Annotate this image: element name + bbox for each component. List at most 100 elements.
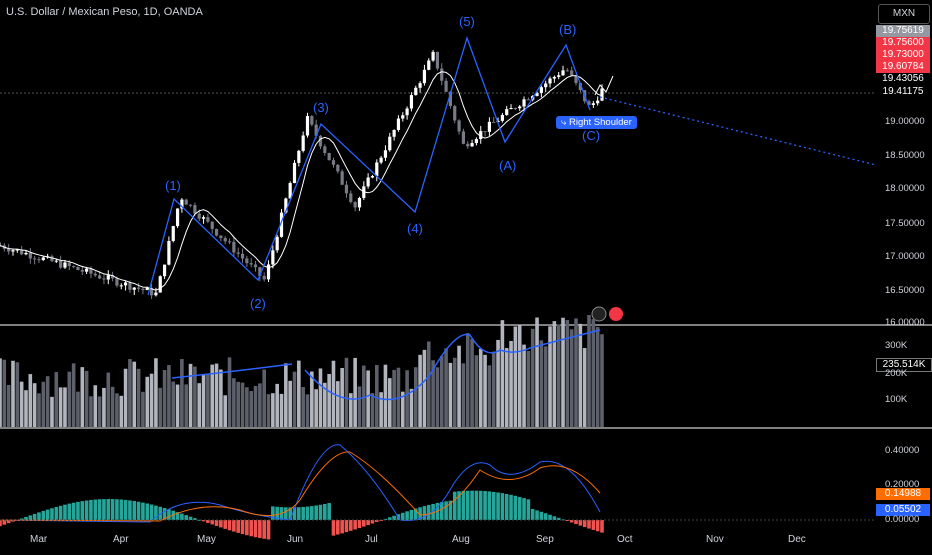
macd-histogram-bar xyxy=(223,520,228,529)
candle-body xyxy=(414,87,418,96)
volume-tick-label: 200K xyxy=(885,368,908,379)
volume-bar xyxy=(496,339,500,427)
macd-histogram-bar xyxy=(227,520,232,531)
volume-bar xyxy=(227,357,232,427)
macd-histogram-bar xyxy=(93,499,98,520)
macd-histogram-bar xyxy=(331,520,336,536)
candle-body xyxy=(396,118,401,130)
volume-bar xyxy=(526,351,531,427)
volume-bar xyxy=(366,370,370,427)
candle-body xyxy=(526,99,530,101)
macd-tick-label: 0.40000 xyxy=(885,445,920,456)
month-label: Jun xyxy=(287,534,304,545)
candle-body xyxy=(440,68,444,81)
macd-histogram-bar xyxy=(249,520,253,537)
macd-histogram-bar xyxy=(582,520,587,528)
projection-line xyxy=(599,96,877,166)
candle-body xyxy=(266,264,271,280)
price-tag: 19.75600 xyxy=(876,37,930,49)
volume-bar xyxy=(106,372,111,427)
candle-body xyxy=(201,217,206,219)
volume-bar xyxy=(219,369,223,427)
volume-bar xyxy=(271,393,275,427)
candle-body xyxy=(206,217,210,222)
volume-bar xyxy=(184,384,189,427)
volume-bar xyxy=(136,368,141,427)
candle-body xyxy=(340,171,344,185)
macd-histogram-bar xyxy=(97,499,102,520)
price-tick-label: 18.50000 xyxy=(885,150,925,161)
volume-bar xyxy=(76,391,80,427)
volume-bar xyxy=(435,367,440,427)
forecast-arrow xyxy=(594,75,614,96)
volume-bar xyxy=(543,346,548,427)
candle-body xyxy=(505,109,509,115)
month-label: Nov xyxy=(706,534,724,545)
candle-body xyxy=(587,101,591,105)
candle-body xyxy=(89,268,93,274)
volume-bar xyxy=(297,360,301,427)
macd-histogram-bar xyxy=(45,509,50,520)
macd-histogram-bar xyxy=(349,520,353,531)
volume-bar xyxy=(162,370,167,427)
price-tag: 19.60784 xyxy=(876,61,930,73)
macd-histogram-bar xyxy=(258,520,262,539)
currency-selector[interactable]: MXN xyxy=(878,4,930,24)
macd-histogram-bar xyxy=(271,506,275,520)
macd-histogram-bar xyxy=(54,506,59,520)
volume-bar xyxy=(448,362,453,427)
volume-bar xyxy=(119,395,124,427)
volume-bar xyxy=(569,329,574,427)
volume-bar xyxy=(232,378,236,427)
macd-histogram-bar xyxy=(262,520,266,539)
volume-bar xyxy=(556,324,561,427)
month-label: May xyxy=(197,534,216,545)
candle-body xyxy=(93,273,97,276)
macd-histogram-bar xyxy=(405,511,409,520)
wave-label: (2) xyxy=(250,296,266,311)
volume-bar xyxy=(357,386,362,427)
volume-bar xyxy=(474,355,479,427)
volume-bar xyxy=(318,368,323,427)
macd-histogram-bar xyxy=(509,494,513,520)
candle-body xyxy=(474,139,479,144)
candle-body xyxy=(513,107,517,109)
right-shoulder-label[interactable]: ⤷ Right Shoulder xyxy=(556,116,637,129)
candle-body xyxy=(236,252,240,254)
candle-body xyxy=(37,259,41,261)
macd-histogram-bar xyxy=(37,512,41,520)
macd-histogram-bar xyxy=(357,520,362,529)
candle-body xyxy=(20,249,24,255)
macd-histogram-bar xyxy=(2,520,7,525)
volume-bar xyxy=(439,356,444,427)
macd-histogram-bar xyxy=(301,506,305,520)
macd-histogram-bar xyxy=(76,501,80,520)
candle-body xyxy=(535,92,539,96)
volume-bar xyxy=(206,374,210,427)
volume-bar xyxy=(41,381,46,427)
candle-body xyxy=(427,60,431,70)
macd-histogram-bar xyxy=(106,499,111,520)
macd-histogram-bar xyxy=(193,518,197,520)
macd-histogram-bar xyxy=(418,507,422,520)
month-label: Dec xyxy=(788,534,806,545)
wave-label: (1) xyxy=(165,178,181,193)
candle-body xyxy=(24,252,28,255)
wave-label: (4) xyxy=(407,221,423,236)
volume-bar xyxy=(132,361,137,427)
candle-body xyxy=(448,91,453,107)
candle-body xyxy=(310,116,314,125)
macd-histogram-bar xyxy=(245,520,249,536)
volume-bar xyxy=(110,386,115,427)
macd-histogram-bar xyxy=(0,520,2,527)
volume-bar xyxy=(197,383,202,427)
volume-bar xyxy=(431,360,435,427)
macd-histogram-bar xyxy=(336,520,340,535)
macd-tag: 0.14988 xyxy=(876,488,930,500)
candle-body xyxy=(500,114,504,121)
month-label: Aug xyxy=(452,534,470,545)
candle-body xyxy=(539,87,543,93)
wave-label: (A) xyxy=(499,158,517,173)
